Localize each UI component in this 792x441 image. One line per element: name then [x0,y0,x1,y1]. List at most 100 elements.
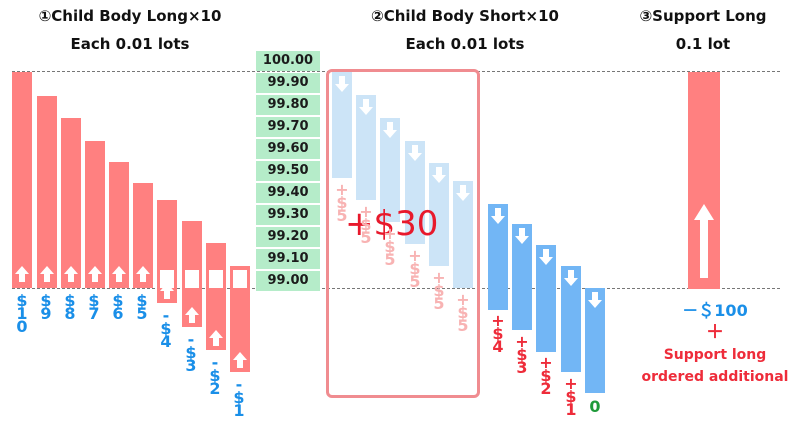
pnl-label: $5 [134,291,150,323]
pnl-label-char: 5 [360,228,372,247]
long-bar [37,96,57,288]
pnl-label-char: 4 [492,337,504,356]
pnl-label-char: $ [565,387,577,406]
down-arrow-icon [588,292,602,308]
long-bar-gap [209,270,223,288]
pnl-label: + $5 [431,268,447,312]
long-bar-gap [233,270,247,288]
pnl-label: + $2 [538,353,554,397]
down-arrow-icon [491,208,505,224]
pnl-label-char: - [187,330,195,349]
pnl-label-char: $ [112,291,124,310]
pnl-label-char: $ [360,215,372,234]
pnl-label-char: $ [492,324,504,343]
pnl-label-char: $ [336,193,348,212]
price-level: 99.50 [256,161,320,181]
support-plus: ＋ [706,322,724,343]
pnl-label-char: 2 [209,379,221,398]
header-child-long-title: ①Child Body Long×10 [38,7,222,25]
short-bar [453,181,473,288]
pnl-label-char: - [211,353,219,372]
pnl-label: + $5 [382,224,398,269]
down-arrow-icon [359,99,373,115]
pnl-label-char: 1 [233,401,245,420]
pnl-label-char: + [359,202,373,221]
pnl-label-char: $ [233,388,245,407]
up-arrow-icon [209,330,223,346]
long-bar-gap [185,270,199,288]
short-bar [405,141,425,244]
pnl-label-char: - [162,306,170,325]
pnl-label: $9 [38,293,54,322]
up-arrow-icon [40,266,54,282]
short-bar [380,118,400,222]
pnl-label-char: + [491,311,505,330]
long-bar [12,72,32,288]
price-level: 99.60 [256,139,320,159]
pnl-label-char: $ [384,237,396,256]
price-level: 99.10 [256,249,320,269]
up-arrow-icon [88,266,102,282]
short-bar [536,245,556,352]
header-support-long-sub: 0.1 lot [675,35,731,53]
long-bar [182,221,202,327]
pnl-label-char: $ [64,291,76,310]
long-bar [85,141,105,288]
price-line-99 [12,288,780,289]
pnl-label-char: 5 [336,206,348,225]
support-up-arrow-icon [694,204,714,278]
support-loss: －＄100 [682,301,748,320]
pnl-label-char: + [432,268,446,287]
header-support-long-title: ③Support Long [639,7,767,25]
down-arrow-icon [539,249,553,265]
pnl-label: - $1 [231,377,247,420]
short-profit-box [326,69,480,398]
up-arrow-icon [136,266,150,282]
header-child-short-sub: Each 0.01 lots [405,35,525,53]
pnl-label: - $3 [183,330,199,374]
pnl-label-char: + [564,374,578,393]
pnl-label: + $1 [563,374,579,418]
short-bar [356,95,376,200]
header-child-long-sub: Each 0.01 lots [70,35,190,53]
header-child-long: ①Child Body Long×10 Each 0.01 lots [10,2,250,58]
pnl-label: $6 [110,291,126,322]
price-level: 99.80 [256,95,320,115]
long-bar-gap [160,270,174,288]
short-bar [561,266,581,372]
pnl-label-char: 5 [409,272,421,291]
down-arrow-icon [456,185,470,201]
pnl-label: + $5 [334,182,350,225]
pnl-label-char: 3 [516,358,528,377]
support-note-line2: ordered additional [641,369,789,385]
up-arrow-icon [160,283,174,299]
pnl-label-char: + [539,353,553,372]
pnl-label-char: + [383,224,397,243]
header-child-short-title: ②Child Body Short×10 [371,7,559,25]
pnl-label-char: 5 [384,250,396,269]
header-support-long: ③Support Long 0.1 lot [618,2,788,58]
pnl-label-char: 8 [64,304,76,323]
price-level: 99.90 [256,73,320,93]
pnl-label-char: + [408,246,422,265]
short-bar [512,224,532,330]
long-bar [109,162,129,288]
pnl-label: - $4 [158,306,174,351]
up-arrow-icon [112,266,126,282]
support-long-bar [688,72,720,289]
pnl-label: + $3 [514,334,530,377]
short-bar [332,72,352,178]
header-child-short: ②Child Body Short×10 Each 0.01 lots [345,2,585,58]
pnl-label-char: $ [136,291,148,310]
pnl-label-char: 4 [160,332,172,351]
long-bar [133,183,153,288]
price-level: 99.30 [256,205,320,225]
pnl-label: + $5 [358,202,374,247]
price-level: 99.00 [256,271,320,291]
pnl-label: $1 0 [14,293,30,335]
pnl-label-char: 5 [136,304,148,323]
support-note: －＄100 ＋ Support long ordered additional [640,300,790,388]
support-note-line1: Support long [663,347,767,363]
price-level: 99.70 [256,117,320,137]
price-ladder: 100.00 99.90 99.80 99.70 99.60 99.50 99.40 99.3… [256,51,320,293]
